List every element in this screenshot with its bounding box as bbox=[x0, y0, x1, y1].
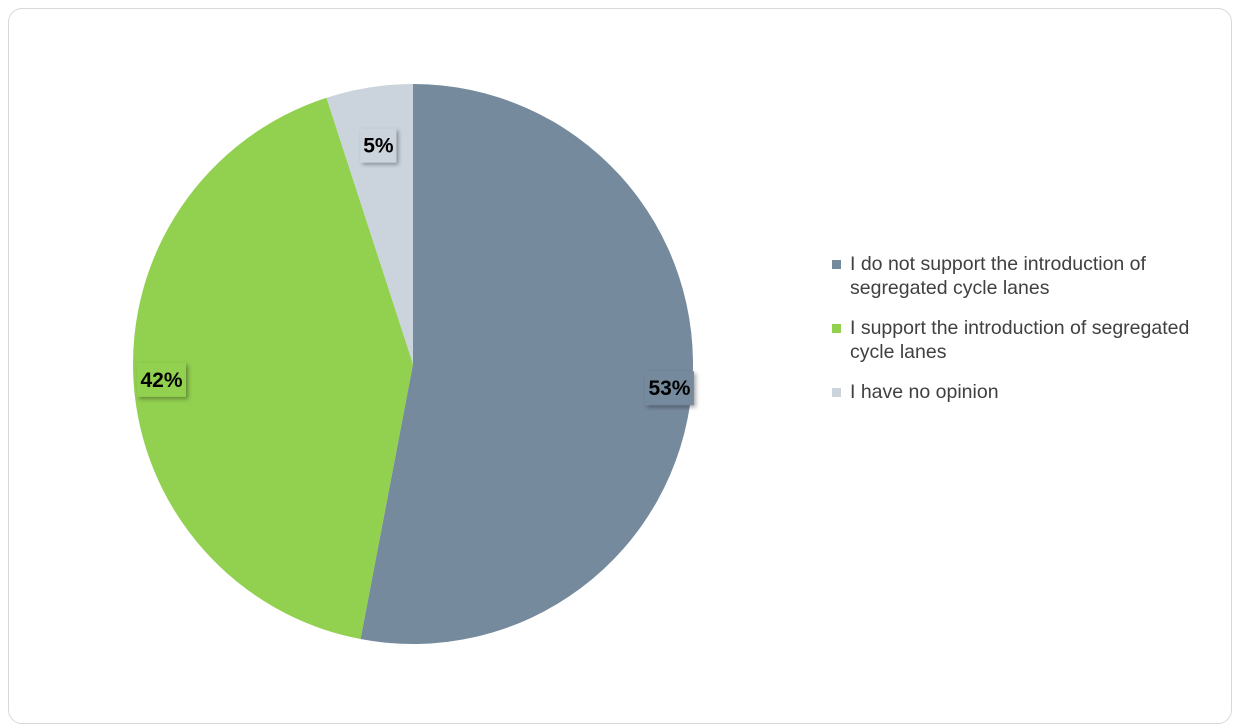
data-label-no-opinion: 5% bbox=[360, 128, 397, 163]
data-label-support: 42% bbox=[136, 362, 186, 397]
legend-item-support: I support the introduction of segregated… bbox=[830, 316, 1220, 364]
legend-item-do-not-support: I do not support the introduction of seg… bbox=[830, 252, 1220, 300]
data-label-box-support bbox=[136, 362, 186, 397]
legend-swatch-no-opinion bbox=[832, 388, 841, 397]
legend-label-support: I support the introduction of segregated… bbox=[850, 317, 1190, 363]
legend-swatch-do-not-support bbox=[832, 260, 841, 269]
pie-slice-support bbox=[133, 97, 414, 640]
pie-slice-do-not-support bbox=[360, 84, 694, 644]
data-label-box-do-not-support bbox=[644, 371, 694, 406]
legend-label-no-opinion: I have no opinion bbox=[850, 381, 999, 403]
legend-item-no-opinion: I have no opinion bbox=[830, 380, 1220, 404]
legend-swatch-support bbox=[832, 324, 841, 333]
data-label-do-not-support: 53% bbox=[644, 371, 694, 406]
data-label-text-no-opinion: 5% bbox=[363, 135, 394, 158]
data-label-text-do-not-support: 53% bbox=[648, 377, 690, 400]
data-label-text-support: 42% bbox=[140, 369, 182, 392]
data-label-box-no-opinion bbox=[360, 128, 397, 163]
legend-label-do-not-support: I do not support the introduction of seg… bbox=[850, 253, 1146, 299]
chart-legend: I do not support the introduction of seg… bbox=[830, 252, 1220, 420]
